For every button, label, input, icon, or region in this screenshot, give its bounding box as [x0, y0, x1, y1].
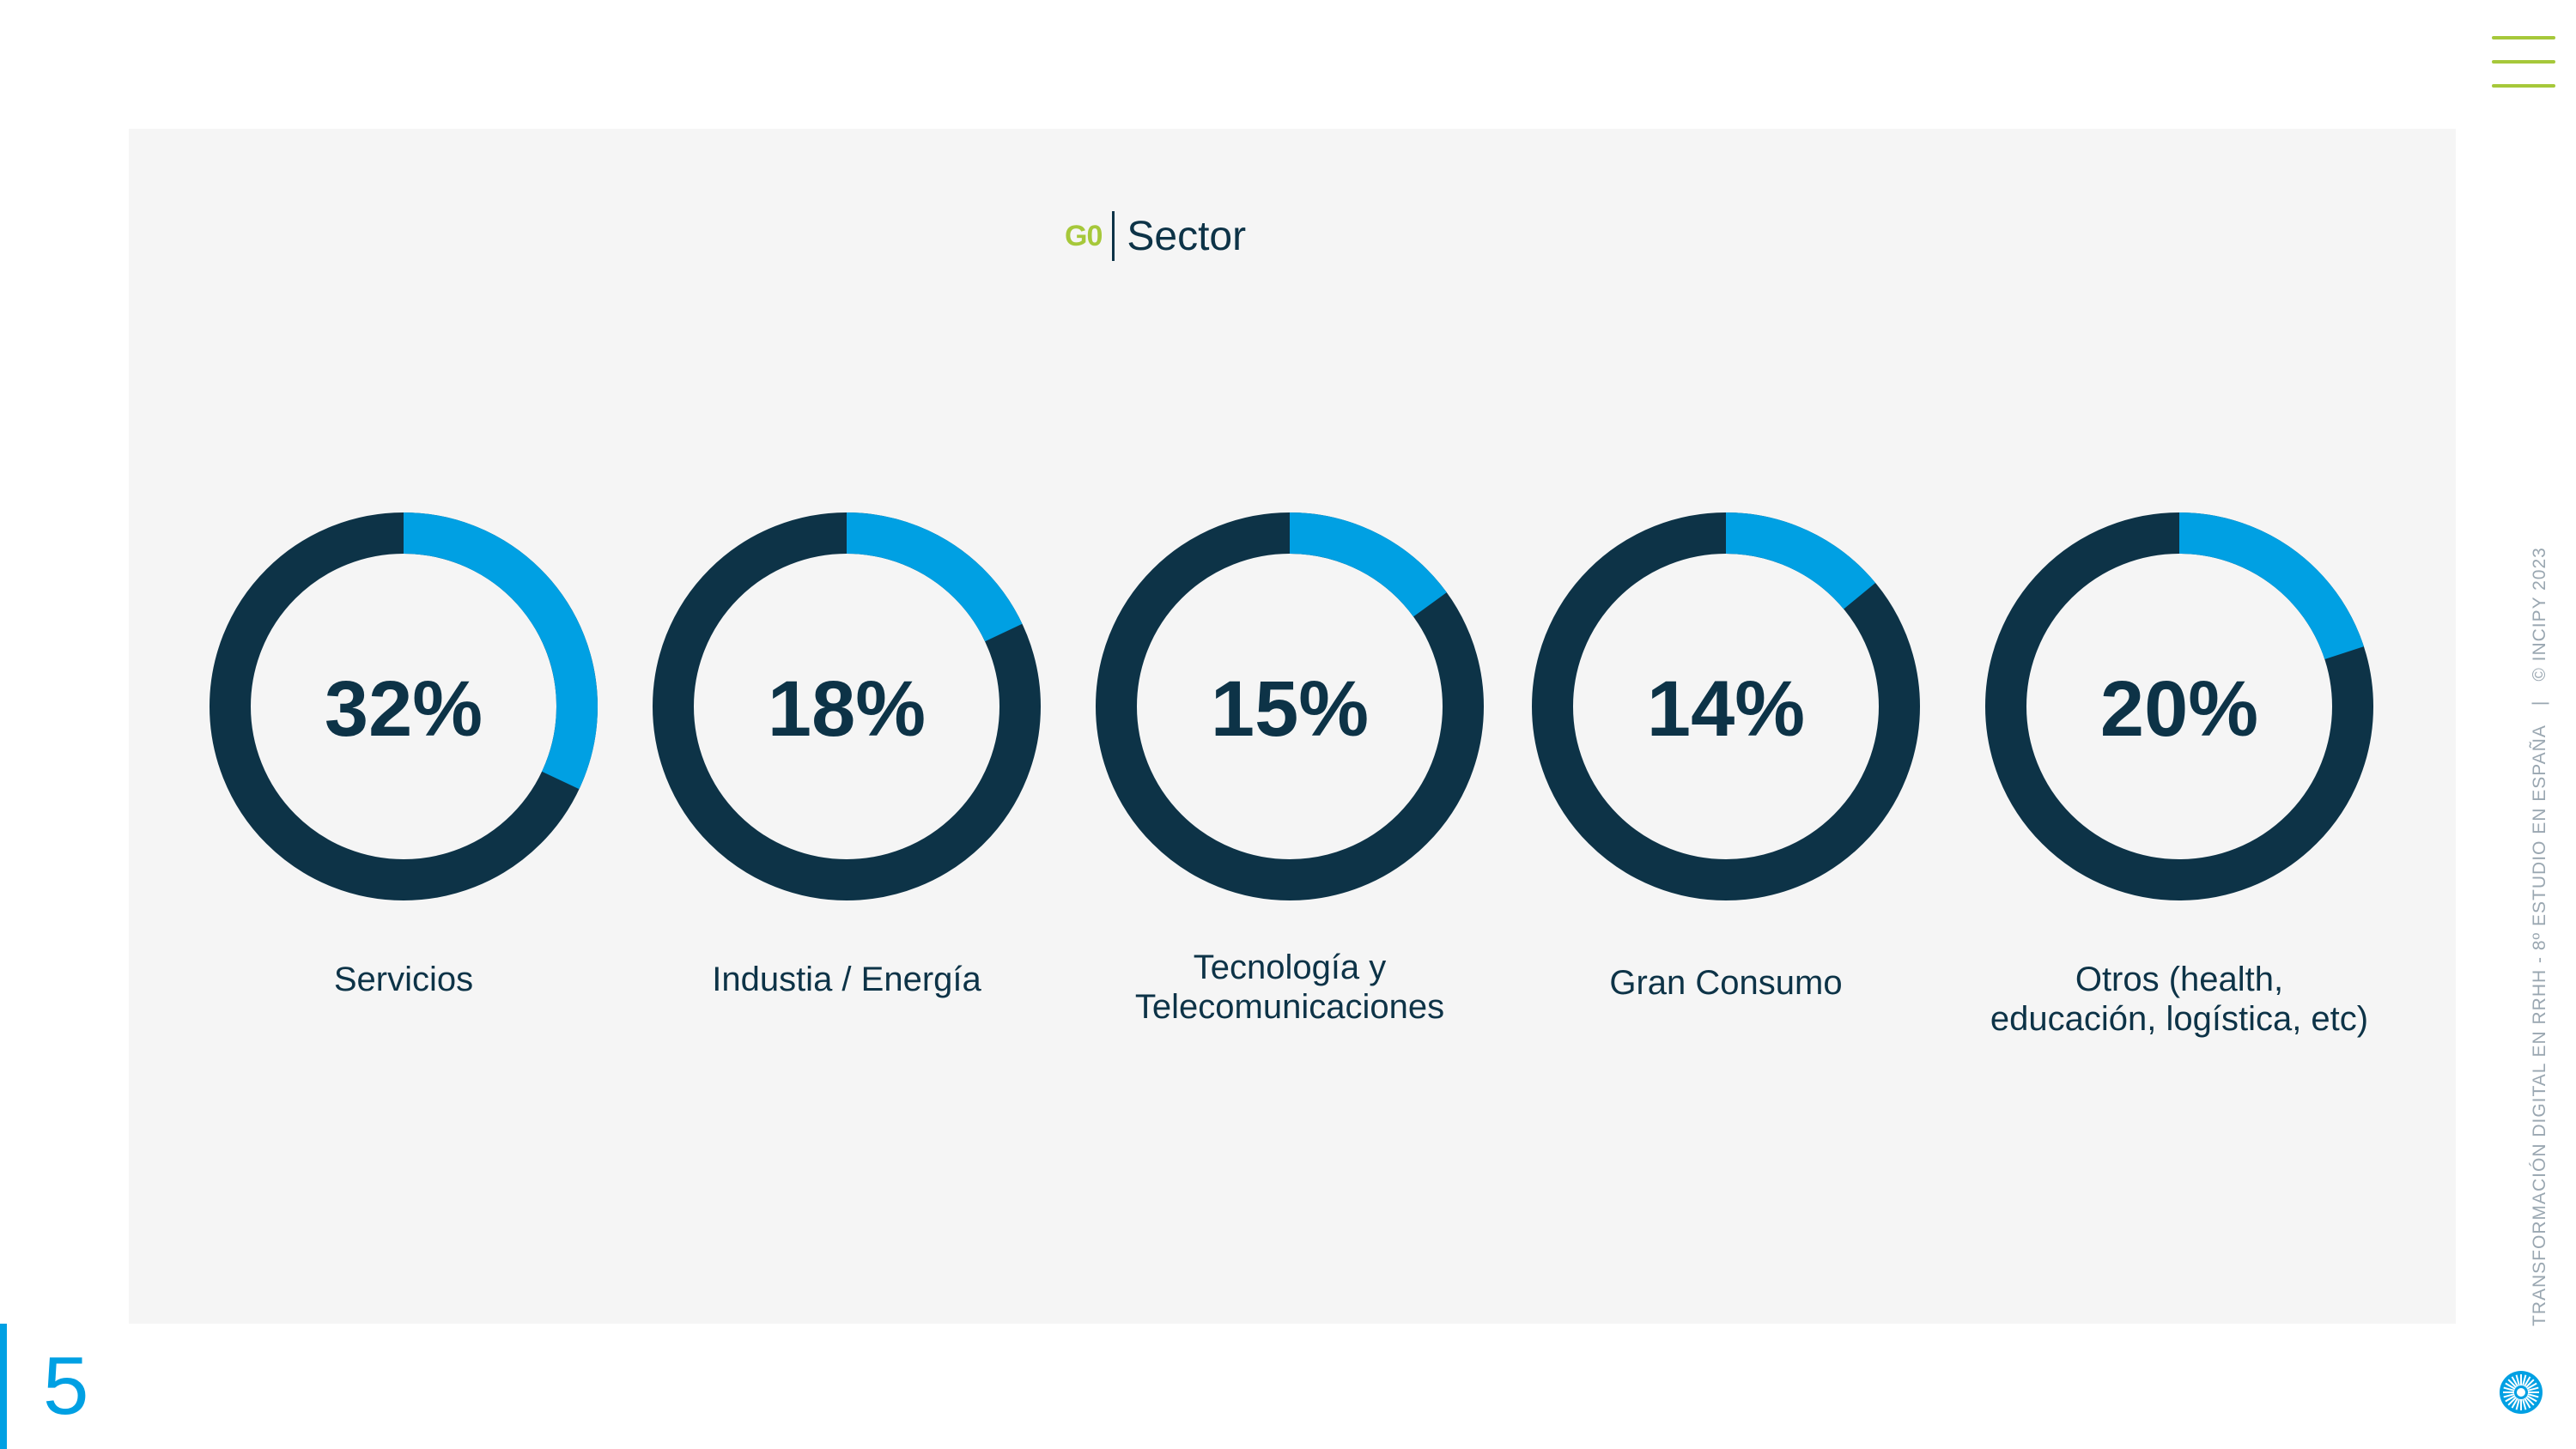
- logo-ray: [2511, 1376, 2518, 1387]
- logo-ray: [2526, 1395, 2537, 1403]
- logo-ray: [2527, 1393, 2539, 1398]
- logo-ray: [2524, 1396, 2535, 1406]
- logo-ray: [2524, 1379, 2535, 1389]
- logo-ray: [2511, 1397, 2518, 1409]
- donut-value-industria-energia: 18%: [768, 665, 926, 753]
- donut-value-otros: 20%: [2100, 665, 2258, 753]
- logo-ray: [2515, 1398, 2520, 1410]
- category-label-industria-energia: Industia / Energía: [712, 961, 981, 998]
- content-panel: [129, 129, 2456, 1324]
- logo-ray: [2505, 1382, 2516, 1390]
- section-code: G0: [1065, 219, 1103, 252]
- section-name: Sector: [1127, 213, 1247, 259]
- hamburger-menu-icon[interactable]: [2492, 36, 2555, 91]
- donut-segment-gran-consumo: [1725, 512, 1876, 609]
- logo-ray: [2527, 1386, 2539, 1391]
- logo-ray: [2524, 1397, 2531, 1409]
- category-label-gran-consumo: Gran Consumo: [1609, 964, 1843, 1002]
- sidebar-caption: TRANSFORMACIÓN DIGITAL EN RRHH - 8º ESTU…: [2530, 547, 2550, 1326]
- logo-ray: [2503, 1393, 2515, 1398]
- category-label-servicios: Servicios: [333, 961, 474, 998]
- donut-segment-otros: [2178, 512, 2364, 660]
- report-title: TRANSFORMACIÓN DIGITAL EN RRHH - 8º ESTU…: [2530, 724, 2549, 1326]
- category-label-tecnologia-telecom: Tecnología y Telecomunicaciones: [1134, 949, 1445, 1026]
- category-label-otros: Otros (health, educación, logística, etc…: [1990, 961, 2369, 1038]
- title-divider: [1112, 211, 1115, 261]
- donut-value-servicios: 32%: [325, 665, 483, 753]
- copyright: © INCIPY 2023: [2530, 547, 2549, 682]
- logo-ray: [2526, 1382, 2537, 1390]
- logo-ray: [2522, 1398, 2527, 1410]
- donut-segment-servicios: [403, 512, 598, 790]
- donut-segment-industria-energia: [846, 512, 1023, 642]
- logo-ray: [2505, 1395, 2516, 1403]
- logo-ray: [2515, 1374, 2520, 1386]
- logo-ray: [2503, 1386, 2515, 1391]
- section-title: G0 Sector: [1065, 208, 1246, 264]
- page-indicator-bar: [0, 1324, 7, 1449]
- logo-ray: [2507, 1396, 2518, 1406]
- page-number: 5: [43, 1340, 89, 1432]
- sidebar-separator: |: [2530, 700, 2549, 706]
- logo-ray: [2524, 1376, 2531, 1387]
- donut-value-gran-consumo: 14%: [1647, 665, 1805, 753]
- logo-ray: [2507, 1379, 2518, 1389]
- sunburst-logo-icon: [2500, 1371, 2543, 1414]
- donut-segment-tecnologia-telecom: [1289, 512, 1447, 617]
- logo-ray: [2522, 1374, 2527, 1386]
- donut-value-tecnologia-telecom: 15%: [1211, 665, 1369, 753]
